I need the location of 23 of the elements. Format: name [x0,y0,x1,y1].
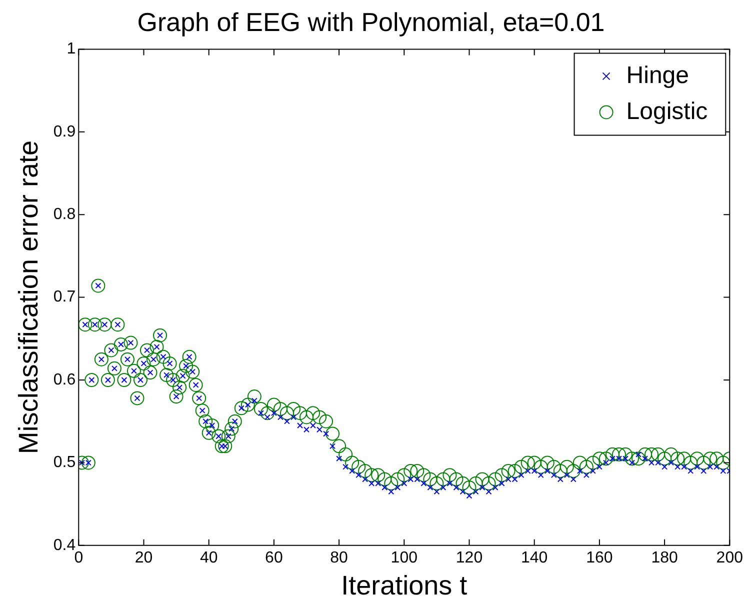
y-tick-label: 0.5 [53,454,76,472]
y-tick-label: 1 [66,40,76,58]
x-tick-label: 180 [651,549,678,566]
y-tick-label: 0.9 [53,123,76,140]
legend-label: Logistic [626,98,708,125]
y-tick-label: 0.8 [53,206,76,224]
y-tick-label: 0.7 [53,288,76,306]
y-axis-title: Misclassification error rate [14,140,44,454]
x-tick-label: 80 [330,549,348,566]
x-tick-label: 20 [134,549,153,566]
x-tick-label: 120 [456,549,483,566]
x-tick-label: 100 [390,549,418,566]
x-tick-label: 0 [74,549,84,566]
x-tick-label: 40 [200,549,218,566]
x-tick-label: 160 [586,549,613,566]
y-tick-label: 0.6 [53,371,76,388]
x-axis-title: Iterations t [341,570,468,600]
x-tick-label: 200 [716,549,744,566]
chart-title: Graph of EEG with Polynomial, eta=0.01 [137,6,605,37]
x-tick-label: 140 [521,549,548,566]
x-tick-label: 60 [265,549,283,566]
y-tick-label: 0.4 [53,536,76,554]
legend-label: Hinge [626,62,689,89]
